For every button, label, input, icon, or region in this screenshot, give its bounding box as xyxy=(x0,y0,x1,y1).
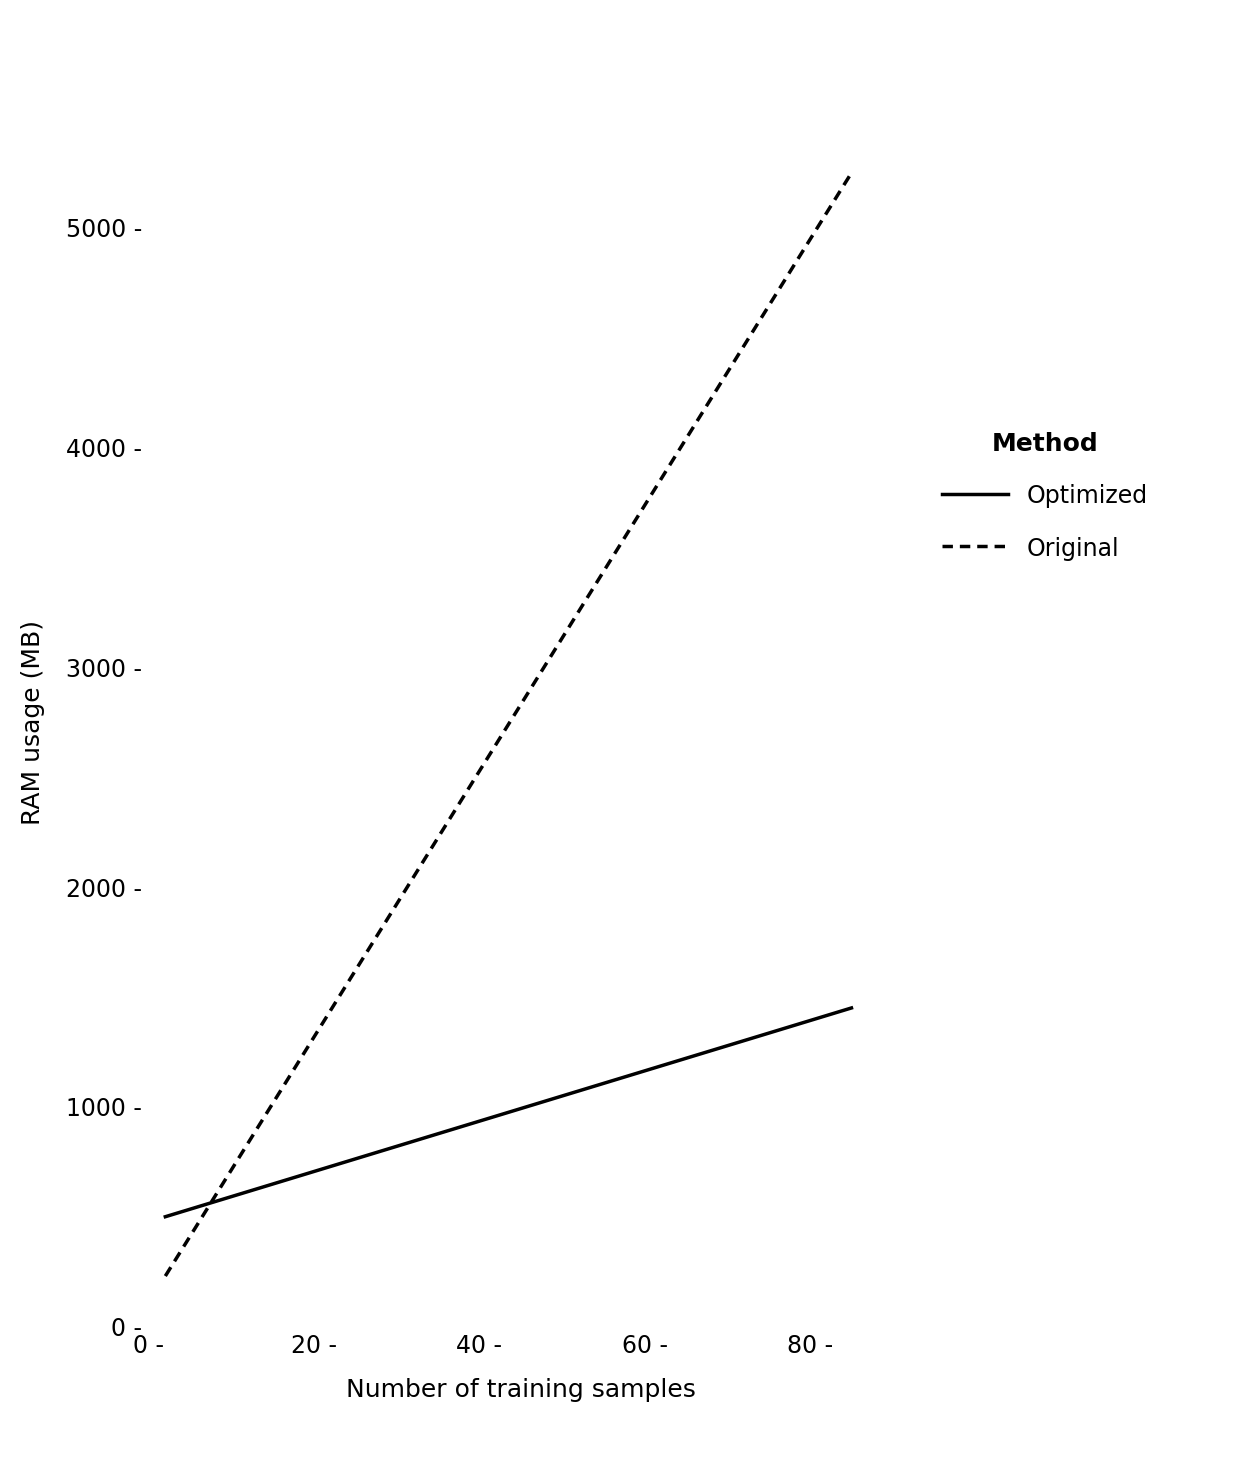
Legend: Optimized, Original: Optimized, Original xyxy=(942,432,1148,560)
X-axis label: Number of training samples: Number of training samples xyxy=(346,1378,696,1402)
Y-axis label: RAM usage (MB): RAM usage (MB) xyxy=(21,619,45,825)
